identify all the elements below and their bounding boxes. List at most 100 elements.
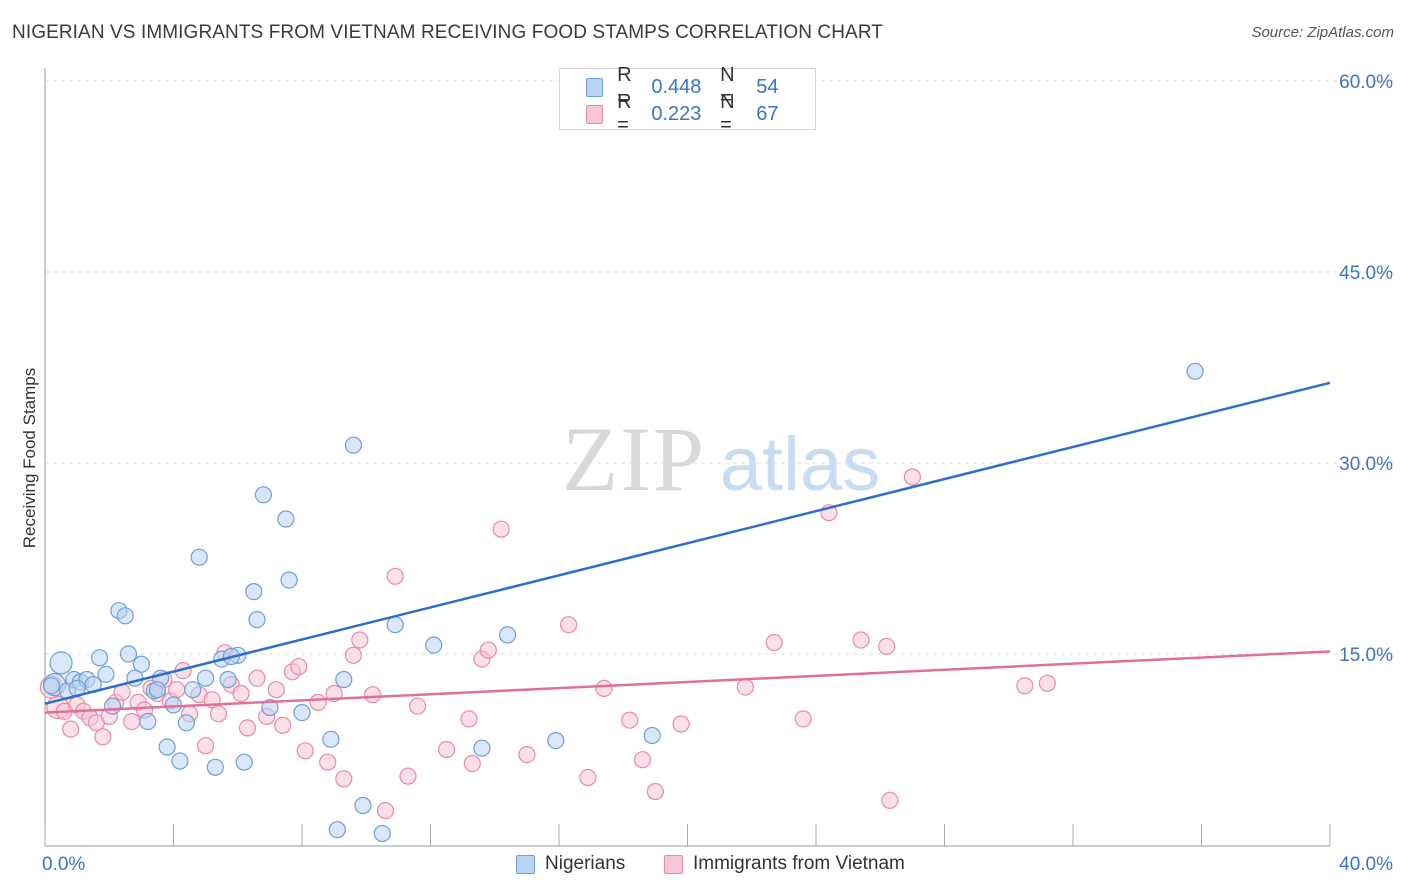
nigerians-point-24 [197, 669, 215, 687]
legend-r-value: 0.448 [651, 75, 702, 98]
nigerians-point-22 [184, 681, 202, 699]
watermark: ZIP atlas [562, 408, 880, 510]
vietnam-point-64 [794, 710, 812, 728]
vietnam-point-68 [881, 791, 899, 810]
trend-line-nigerians [44, 381, 1331, 705]
vietnam-point-63 [765, 633, 783, 652]
nigerians-point-25 [206, 758, 224, 776]
trend-line-vietnam [44, 650, 1331, 714]
vietnam-point-23 [197, 737, 215, 755]
vietnam-point-28 [232, 684, 250, 703]
nigerians-point-38 [328, 821, 346, 839]
y-tick-label-30: 30.0% [1339, 454, 1393, 475]
y-axis-label: Receiving Food Stamps [20, 367, 39, 549]
nigerians-point-47 [547, 731, 565, 750]
vietnam-point-37 [309, 693, 327, 712]
nigerians-point-45 [473, 739, 491, 757]
bottom-legend-label-vietnam: Immigrants from Vietnam [693, 853, 905, 874]
watermark-zip: ZIP [562, 408, 706, 510]
vietnam-point-59 [633, 751, 652, 769]
nigerians-point-43 [386, 616, 404, 634]
nigerians-point-52 [148, 681, 166, 699]
nigerians-point-11 [116, 607, 134, 625]
vietnam-point-69 [903, 468, 922, 486]
vietnam-point-70 [1016, 677, 1034, 695]
trend-lines [44, 381, 1331, 714]
nigerians-point-37 [322, 730, 340, 748]
nigerians-point-9 [103, 697, 122, 715]
vietnam-point-66 [852, 631, 870, 649]
nigerians-point-40 [344, 436, 362, 454]
vietnam-point-25 [209, 705, 228, 723]
axes [44, 68, 1331, 847]
nigerians-point-32 [254, 486, 272, 504]
nigerians-point-36 [293, 703, 311, 722]
vietnam-point-67 [878, 637, 896, 656]
series-vietnam-points [39, 468, 1056, 820]
nigerians-point-21 [177, 714, 195, 732]
legend-swatch-pink [586, 104, 604, 124]
vietnam-point-47 [409, 697, 427, 715]
vietnam-point-61 [672, 715, 690, 733]
nigerians-point-41 [354, 796, 372, 815]
nigerians-point-27 [219, 670, 237, 689]
legend-n-value: 67 [756, 102, 779, 125]
vietnam-point-56 [579, 768, 597, 787]
nigerians-point-44 [425, 636, 443, 654]
nigerians-point-12 [119, 645, 138, 663]
nigerians-point-48 [643, 726, 661, 745]
vietnam-point-53 [492, 520, 510, 538]
legend-swatch-blue [586, 77, 604, 97]
vietnam-point-29 [238, 719, 256, 737]
nigerians-point-20 [171, 752, 189, 770]
vietnam-point-62 [736, 678, 754, 696]
x-tick-label-max: 40.0% [1339, 854, 1393, 875]
chart-title: NIGERIAN VS IMMIGRANTS FROM VIETNAM RECE… [12, 22, 884, 43]
legend-n-label: N = [720, 64, 735, 109]
vietnam-point-42 [351, 631, 369, 649]
vietnam-point-30 [248, 669, 266, 687]
bottom-legend-swatch-pink [664, 854, 683, 874]
legend-n-label: N = [720, 91, 735, 136]
nigerians-point-34 [277, 510, 295, 528]
nigerians-point-19 [164, 696, 183, 714]
y-tick-label-45: 45.0% [1339, 263, 1393, 284]
vietnam-point-46 [399, 767, 417, 785]
nigerians-point-50 [42, 677, 61, 695]
vietnam-point-50 [463, 754, 481, 773]
vietnam-point-41 [344, 646, 362, 664]
nigerians-point-8 [97, 665, 115, 684]
vietnam-point-57 [595, 679, 613, 698]
nigerians-point-23 [190, 548, 208, 566]
x-tick-label-min: 0.0% [42, 854, 85, 875]
legend: R = 0.448 N = 54 R = 0.223 N = 67 [559, 64, 816, 136]
nigerians-point-18 [158, 738, 176, 756]
nigerians-point-1 [49, 651, 73, 675]
nigerians-point-35 [280, 571, 298, 589]
vietnam-point-71 [1038, 674, 1056, 692]
vietnam-point-55 [559, 616, 578, 634]
nigerians-point-29 [235, 753, 253, 771]
nigerians-point-49 [1186, 362, 1204, 380]
tick-labels: 15.0% 30.0% 45.0% 60.0% 0.0% 40.0% [42, 72, 1393, 875]
vietnam-point-36 [296, 742, 314, 760]
vietnam-point-43 [364, 686, 382, 704]
vietnam-point-58 [621, 711, 639, 729]
vietnam-point-38 [319, 753, 337, 771]
vietnam-point-54 [518, 745, 536, 764]
nigerians-point-33 [261, 698, 279, 717]
vietnam-point-52 [479, 641, 497, 659]
watermark-atlas: atlas [720, 422, 881, 507]
nigerians-point-15 [139, 712, 157, 731]
legend-r-label: R = [617, 64, 632, 109]
nigerians-point-14 [132, 655, 150, 673]
legend-row-nigerians: R = 0.448 N = 54 [586, 64, 815, 109]
vietnam-point-49 [460, 710, 478, 728]
vietnam-point-12 [123, 712, 141, 731]
vietnam-point-19 [168, 681, 186, 699]
bottom-legend-label-nigerians: Nigerians [545, 853, 626, 874]
vietnam-point-40 [335, 770, 353, 788]
vietnam-point-8 [94, 728, 112, 746]
bottom-legend-swatch-blue [516, 854, 535, 874]
